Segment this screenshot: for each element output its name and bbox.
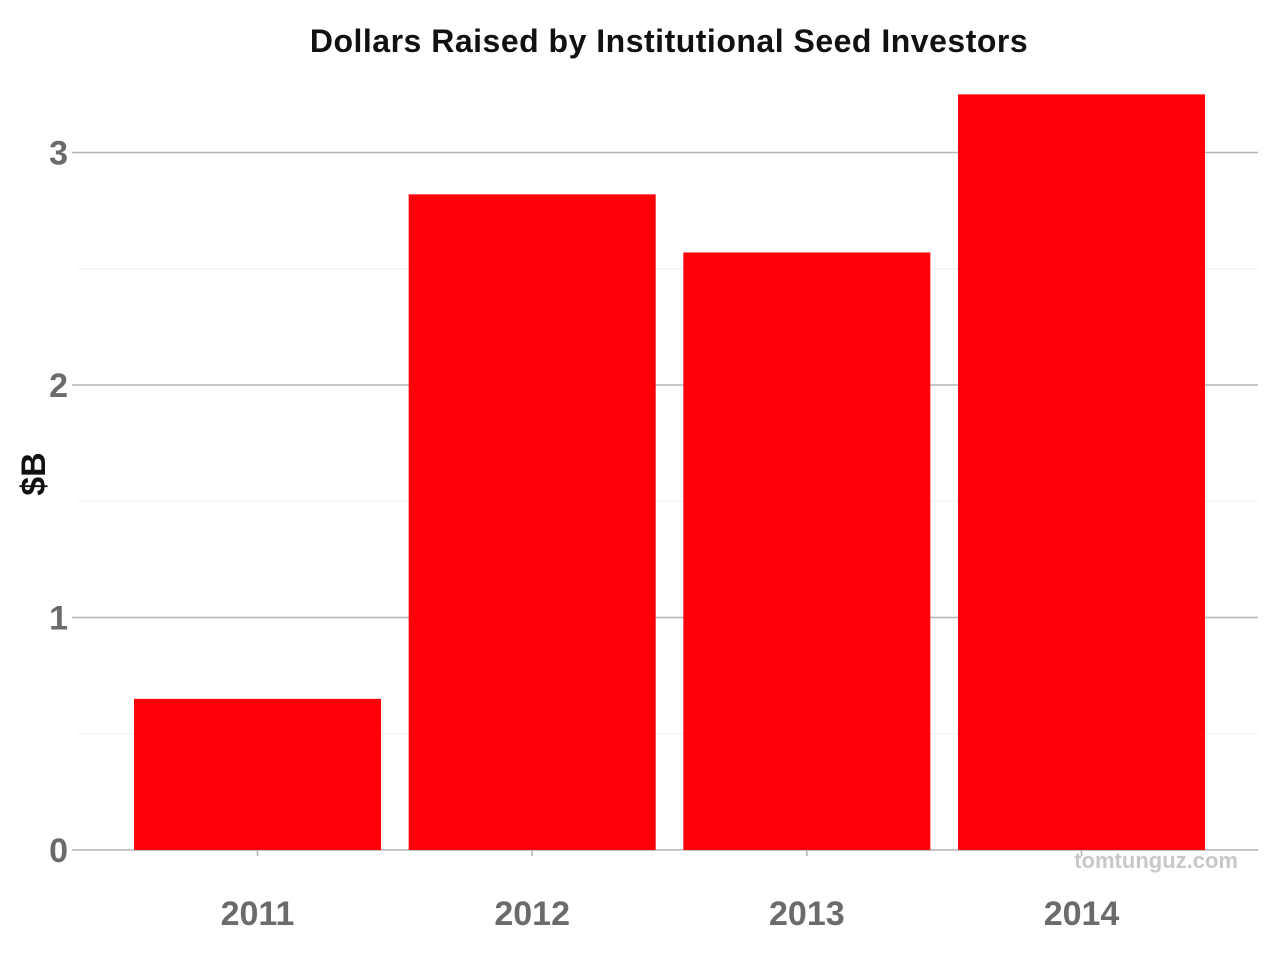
x-tick-label: 2014 bbox=[1044, 895, 1120, 933]
y-axis-label: $B bbox=[15, 452, 53, 495]
y-tick-label: 1 bbox=[49, 600, 68, 638]
y-tick-label: 3 bbox=[49, 135, 68, 173]
chart-title: Dollars Raised by Institutional Seed Inv… bbox=[310, 23, 1028, 59]
bar-2012 bbox=[408, 194, 656, 851]
bars bbox=[134, 94, 1206, 851]
bar-2011 bbox=[134, 698, 381, 850]
x-tick-label: 2011 bbox=[221, 895, 295, 933]
watermark: tomtunguz.com bbox=[1074, 848, 1238, 873]
bar-2014 bbox=[958, 94, 1206, 850]
x-tick-label: 2013 bbox=[769, 895, 845, 933]
y-tick-label: 0 bbox=[49, 832, 68, 870]
y-axis-ticks: 0 1 2 3 bbox=[49, 135, 78, 870]
bar-2013 bbox=[683, 252, 931, 851]
y-tick-label: 2 bbox=[49, 367, 68, 405]
x-tick-label: 2012 bbox=[494, 895, 570, 933]
x-axis-ticks: 2011 2012 2013 2014 bbox=[221, 850, 1120, 933]
